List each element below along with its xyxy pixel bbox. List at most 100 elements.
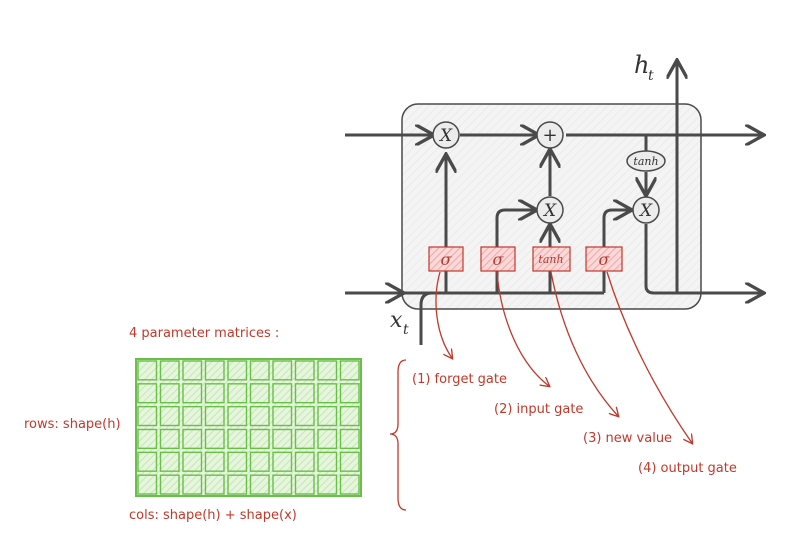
matrix-cell — [294, 451, 315, 472]
matrix-cell — [137, 428, 158, 450]
matrix-cell — [159, 474, 180, 495]
matrix-cell — [249, 360, 270, 381]
matrix-cell — [159, 428, 180, 450]
matrix-cell — [137, 405, 158, 427]
matrix-cell — [317, 383, 338, 404]
newvalue-annotation-arrow — [550, 271, 618, 416]
matrix-cell — [272, 474, 293, 495]
matrix-cell — [339, 360, 360, 381]
matrix-cell — [182, 451, 203, 472]
input-multiply-node: X — [536, 196, 564, 224]
matrix-cell — [227, 383, 248, 404]
matrix-cell — [272, 405, 293, 427]
output-multiply-node: X — [632, 196, 660, 224]
matrix-cell — [182, 360, 203, 381]
matrix-background — [135, 358, 362, 497]
forget-annotation-arrow — [435, 271, 452, 358]
forget-multiply-symbol: X — [438, 126, 453, 146]
matrix-cell — [204, 405, 225, 427]
matrix-cols-label: cols: shape(h) + shape(x) — [129, 508, 297, 523]
ht-label-sub: t — [648, 68, 654, 84]
output-multiply-symbol: X — [638, 201, 653, 221]
add-node: + — [536, 121, 564, 149]
matrix-cell — [272, 428, 293, 450]
matrix-cell — [272, 360, 293, 381]
matrix-cell — [339, 451, 360, 472]
ht-label: h t — [634, 51, 654, 84]
gate-input: σ — [480, 246, 516, 272]
gate-input-symbol: σ — [493, 250, 505, 269]
matrix-cell — [249, 405, 270, 427]
matrix-cell — [317, 451, 338, 472]
matrix-cell — [339, 383, 360, 404]
matrix-cell — [227, 428, 248, 450]
gate-output: σ — [585, 246, 623, 272]
matrix-cell — [249, 474, 270, 495]
matrix-cell — [294, 428, 315, 450]
gate-newvalue-symbol: tanh — [538, 253, 563, 266]
gate-label-input: (2) input gate — [494, 402, 583, 417]
matrix-cell — [317, 405, 338, 427]
matrix-cell — [137, 451, 158, 472]
matrix-rows-label: rows: shape(h) — [24, 417, 121, 432]
forget-multiply-node: X — [432, 121, 460, 149]
matrix-cell — [204, 474, 225, 495]
add-symbol: + — [542, 125, 557, 146]
matrix-cell — [249, 451, 270, 472]
matrix-cell — [227, 474, 248, 495]
matrix-cell — [159, 360, 180, 381]
matrix-cell — [182, 474, 203, 495]
gate-output-symbol: σ — [599, 250, 611, 269]
matrix-cell — [339, 474, 360, 495]
matrix-cell — [204, 428, 225, 450]
gate-brace — [389, 359, 407, 511]
matrix-cell — [227, 405, 248, 427]
tanh-node-symbol: tanh — [633, 155, 658, 168]
matrix-cell — [137, 360, 158, 381]
matrix-cell — [204, 451, 225, 472]
matrix-cell — [227, 451, 248, 472]
xt-label-main: x — [390, 308, 403, 333]
xt-label-sub: t — [403, 322, 409, 338]
matrix-cell — [339, 428, 360, 450]
matrix-cell — [204, 360, 225, 381]
matrix-cell — [137, 383, 158, 404]
gate-label-forget: (1) forget gate — [412, 372, 507, 387]
matrix-cell — [137, 474, 158, 495]
gate-label-newvalue: (3) new value — [583, 431, 672, 446]
tanh-node: tanh — [626, 150, 666, 172]
gate-forget: σ — [428, 246, 464, 272]
matrix-cell — [182, 383, 203, 404]
xt-label: x t — [390, 308, 409, 338]
matrix-cell — [294, 360, 315, 381]
matrix-cell — [317, 474, 338, 495]
input-multiply-symbol: X — [542, 201, 557, 221]
matrix-cell — [294, 474, 315, 495]
gate-label-output: (4) output gate — [638, 461, 737, 476]
matrix-cell — [249, 428, 270, 450]
input-line — [419, 291, 433, 345]
input-gate-path — [495, 210, 535, 293]
output-annotation-arrow — [606, 271, 692, 443]
matrix-cell — [272, 451, 293, 472]
matrix-cell — [272, 383, 293, 404]
input-annotation-arrow — [496, 271, 549, 386]
parameter-matrix-grid — [135, 358, 362, 497]
matrix-cell — [182, 428, 203, 450]
matrix-title: 4 parameter matrices : — [129, 326, 279, 341]
matrix-cell — [294, 383, 315, 404]
matrix-cell — [159, 405, 180, 427]
matrix-cell — [294, 405, 315, 427]
matrix-cell — [159, 451, 180, 472]
matrix-cell — [249, 383, 270, 404]
matrix-cell — [182, 405, 203, 427]
matrix-cell — [204, 383, 225, 404]
hidden-state-out — [644, 224, 762, 293]
output-gate-path — [602, 210, 630, 293]
gate-newvalue: tanh — [532, 246, 571, 272]
matrix-cell — [317, 428, 338, 450]
matrix-cell — [159, 383, 180, 404]
matrix-cell — [339, 405, 360, 427]
ht-label-main: h — [634, 51, 649, 79]
